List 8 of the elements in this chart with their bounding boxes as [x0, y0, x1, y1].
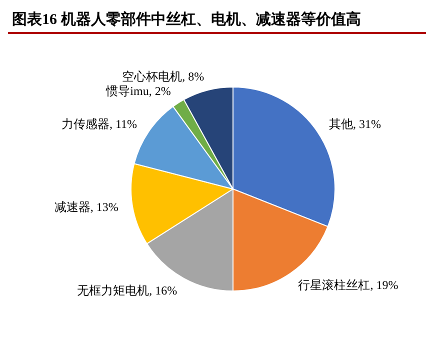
- slice-label: 空心杯电机, 8%: [122, 70, 204, 84]
- slice-label: 减速器, 13%: [54, 200, 118, 214]
- slice-label: 行星滚柱丝杠, 19%: [298, 278, 398, 292]
- chart-title: 图表16 机器人零部件中丝杠、电机、减速器等价值高: [8, 8, 426, 34]
- slice-label: 力传感器, 11%: [61, 116, 138, 131]
- slice-label: 其他, 31%: [328, 116, 381, 131]
- slice-label: 无框力矩电机, 16%: [77, 284, 178, 298]
- slice-label: 惯导imu, 2%: [105, 84, 171, 98]
